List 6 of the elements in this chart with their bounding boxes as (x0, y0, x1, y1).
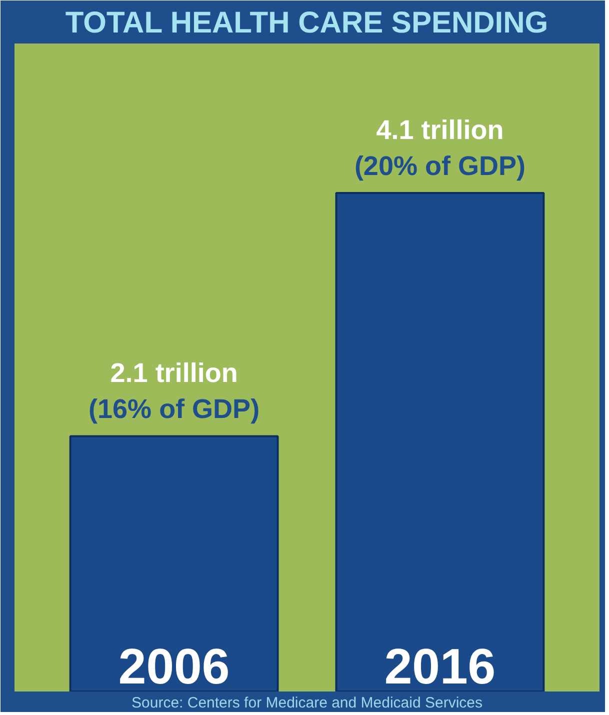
data-label: 2.1 trillion (16% of GDP) (88, 358, 260, 424)
source-note: Source: Centers for Medicare and Medicaid Services (132, 694, 483, 712)
data-label: 4.1 trillion (20% of GDP) (354, 115, 526, 182)
chart-title: TOTAL HEALTH CARE SPENDING (65, 6, 548, 40)
x-tick-label: 2006 (118, 638, 230, 694)
x-tick-label: 2016 (384, 638, 496, 694)
